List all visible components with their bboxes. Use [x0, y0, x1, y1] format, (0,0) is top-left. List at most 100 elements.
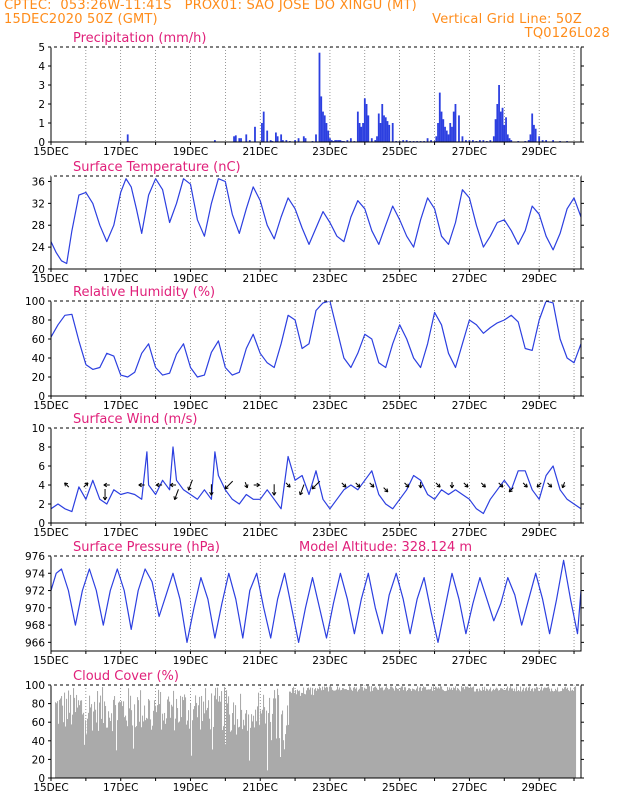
wind-arrow — [244, 482, 249, 489]
cloud-column — [501, 688, 503, 778]
cloud-column — [97, 691, 99, 778]
wind-arrow-head — [138, 482, 142, 486]
precip-bar — [238, 138, 241, 142]
y-tick-label: 80 — [32, 699, 45, 711]
cloud-column — [272, 713, 274, 778]
cloud-column — [159, 704, 161, 778]
wind-arrow-head — [449, 484, 453, 489]
cloud-column — [78, 700, 80, 778]
cloud-column — [109, 717, 111, 778]
cloud-column — [373, 687, 375, 778]
cloud-column — [221, 691, 223, 778]
header-model-id: TQ0126L028 — [524, 26, 610, 41]
cloud-column — [199, 696, 201, 778]
precip-bar — [234, 135, 237, 142]
wind-arrow — [508, 487, 514, 493]
precip-bar — [437, 123, 439, 142]
cloud-column — [104, 701, 106, 778]
cloud-column — [273, 698, 275, 778]
cloud-column — [312, 687, 314, 778]
wind-arrow — [561, 482, 566, 489]
cloud-column — [323, 689, 325, 778]
cloud-column — [556, 690, 558, 778]
y-tick-label: 3 — [38, 80, 45, 92]
cloud-column — [542, 690, 544, 778]
wind-arrow-shaft — [355, 482, 361, 488]
precip-bar — [501, 107, 504, 142]
cloud-column — [262, 709, 264, 778]
cloud-column — [135, 727, 137, 778]
x-tick-label: 19DEC — [173, 400, 208, 412]
wind-arrow-head — [466, 483, 469, 488]
wind-arrow — [383, 487, 389, 493]
wind-arrow-head — [256, 482, 260, 486]
x-tick-label: 23DEC — [312, 273, 347, 285]
cloud-column — [494, 690, 496, 778]
wind-arrow-head — [407, 483, 410, 488]
cloud-column — [303, 687, 305, 778]
cloud-column — [90, 707, 92, 778]
wind-arrow-shaft — [536, 482, 542, 488]
cloud-column — [161, 729, 163, 778]
cloud-column — [212, 749, 214, 778]
cloud-column — [340, 690, 342, 778]
cloud-column — [546, 687, 548, 778]
cloud-column — [307, 687, 309, 778]
cloud-column — [467, 686, 469, 778]
wind-arrow-shaft — [498, 482, 504, 488]
cloud-column — [107, 727, 109, 778]
cloud-column — [389, 689, 391, 778]
cloud-column — [346, 689, 348, 778]
cloud-column — [391, 686, 393, 778]
precip-bar — [386, 121, 389, 142]
cloud-column — [468, 687, 470, 778]
cloud-column — [117, 720, 119, 778]
cloud-column — [484, 686, 486, 778]
x-tick-label: 21DEC — [242, 273, 277, 285]
cloud-column — [409, 688, 411, 778]
cloud-column — [559, 691, 561, 778]
wind-arrow-head — [509, 490, 513, 493]
cloud-column — [545, 687, 547, 778]
cloud-column — [532, 688, 534, 778]
cloud-column — [138, 700, 140, 778]
wind-arrow — [271, 484, 277, 496]
cloud-column — [215, 687, 217, 778]
wind-arrow — [138, 482, 145, 488]
wind-arrow-shaft — [341, 482, 347, 488]
precip-bar — [492, 136, 495, 142]
cloud-column — [480, 690, 482, 778]
cloud-column — [116, 750, 118, 778]
precip-bar — [334, 140, 337, 142]
wind-arrow — [102, 489, 108, 501]
cloud-column — [223, 726, 225, 778]
cloud-column — [503, 689, 505, 778]
x-tick-label: 15DEC — [33, 146, 68, 158]
header-run-time: 15DEC2020 50Z (GMT) — [4, 12, 158, 27]
y-tick-label: 4 — [38, 480, 45, 492]
cloud-column — [573, 690, 575, 778]
cloud-column — [72, 714, 74, 778]
wind-arrow-head — [169, 482, 174, 486]
cloud-column — [432, 690, 434, 778]
x-tick-label: 29DEC — [521, 655, 556, 667]
precip-bar — [454, 104, 457, 142]
x-tick-label: 27DEC — [452, 782, 487, 794]
cloud-column — [170, 717, 172, 778]
cloud-column — [100, 695, 102, 778]
cloud-column — [61, 696, 63, 778]
cloud-column — [125, 715, 127, 778]
cloud-column — [89, 695, 91, 778]
wind-arrow-head — [418, 484, 422, 489]
y-tick-label: 0 — [38, 773, 45, 785]
cloud-column — [206, 710, 208, 778]
wind-arrow-head — [271, 491, 275, 496]
x-tick-label: 27DEC — [452, 273, 487, 285]
cloud-column — [249, 760, 251, 778]
cloud-column — [481, 690, 483, 778]
cloud-column — [423, 686, 425, 778]
cloud-column — [359, 688, 361, 778]
wind-arrow-shaft — [522, 482, 528, 488]
wind-arrow-head — [188, 487, 192, 491]
cloud-column — [483, 689, 485, 778]
